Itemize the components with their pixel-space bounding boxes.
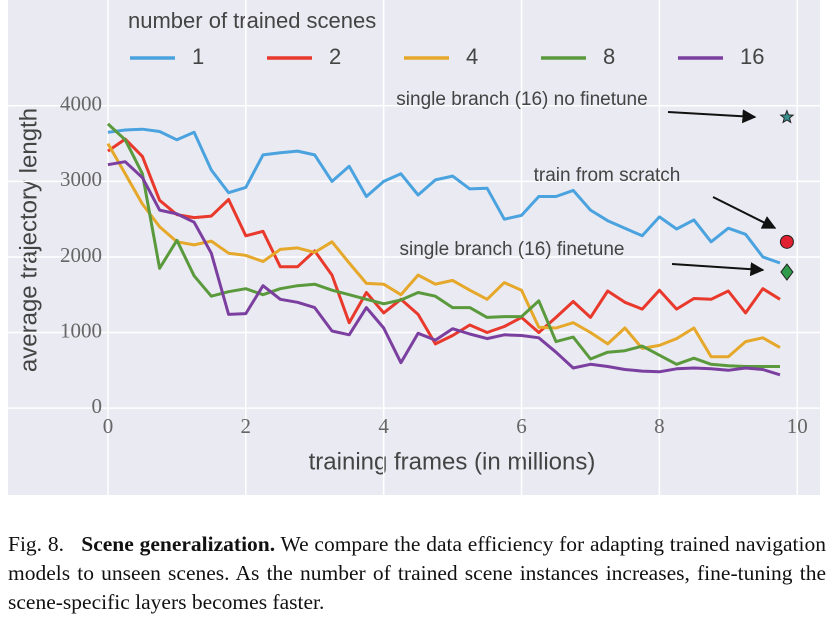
plot-background <box>8 0 820 495</box>
annotation: single branch (16) no finetune <box>396 89 647 110</box>
annotation-arrow <box>671 262 765 277</box>
y-tick-label: 4000 <box>60 92 102 116</box>
legend-label: 4 <box>466 44 478 69</box>
x-tick-label: 0 <box>103 414 114 438</box>
series-line <box>106 122 780 368</box>
annotation: train from scratch <box>534 165 681 186</box>
x-tick-label: 10 <box>787 414 808 438</box>
marker-diamond <box>780 263 794 281</box>
x-axis-label: training frames (in millions) <box>309 448 596 475</box>
legend-label: 16 <box>740 44 764 69</box>
caption-label: Fig. 8. <box>8 532 64 556</box>
x-tick-label: 6 <box>516 414 527 438</box>
marker-star <box>779 109 795 124</box>
legend-label: 1 <box>192 44 204 69</box>
y-tick-label: 2000 <box>60 243 102 267</box>
y-tick-label: 3000 <box>60 167 102 191</box>
marker-circle <box>779 234 794 249</box>
y-tick-label: 0 <box>91 394 102 418</box>
series-line <box>107 137 781 346</box>
legend-label: 8 <box>603 44 615 69</box>
annotation-arrow <box>667 109 757 124</box>
series-line <box>107 127 781 265</box>
annotation-arrow <box>712 196 777 229</box>
x-tick-label: 2 <box>241 414 252 438</box>
caption: Fig. 8. Scene generalization. We compare… <box>8 530 826 617</box>
y-tick-label: 1000 <box>60 318 102 342</box>
x-tick-label: 8 <box>654 414 665 438</box>
series-line <box>106 142 781 359</box>
caption-text: We compare the data efficiency for adapt… <box>8 532 826 614</box>
series-line <box>107 160 781 377</box>
y-axis-label: average trajectory length <box>15 108 42 372</box>
annotation: single branch (16) finetune <box>400 239 625 260</box>
x-tick-label: 4 <box>378 414 389 438</box>
chart: number of trained scenes training frames… <box>8 0 820 495</box>
caption-title: Scene generalization. <box>81 532 276 556</box>
legend-label: 2 <box>329 44 341 69</box>
legend-title: number of trained scenes <box>128 8 376 33</box>
